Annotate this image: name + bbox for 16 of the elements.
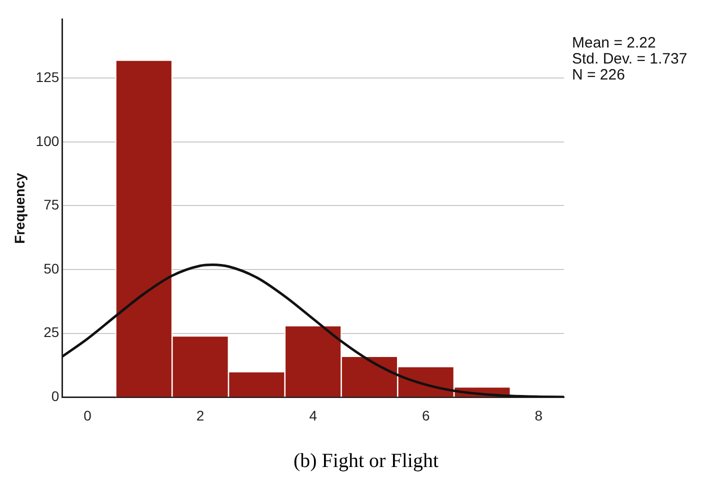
text: Std. Dev. = 1.737 bbox=[572, 50, 688, 68]
y-tick-label: 50 bbox=[44, 260, 60, 276]
y-tick-label: 100 bbox=[36, 132, 60, 149]
y-tick-label: 75 bbox=[44, 196, 60, 213]
x-tick-label: 0 bbox=[84, 407, 92, 424]
y-tick-label: 125 bbox=[36, 68, 60, 85]
y-axis-title: Frequency bbox=[11, 172, 28, 244]
x-tick-label: 2 bbox=[196, 407, 204, 424]
y-tick-label: 25 bbox=[44, 324, 60, 340]
text: Mean = 2.22 bbox=[572, 34, 656, 52]
text: (b) Fight or Flight bbox=[292, 450, 440, 473]
text: N = 226 bbox=[572, 66, 625, 84]
x-tick-label: 4 bbox=[309, 407, 318, 424]
x-tick-label: 8 bbox=[534, 407, 543, 424]
x-tick-label: 6 bbox=[422, 407, 430, 424]
y-tick-label: 0 bbox=[51, 388, 60, 404]
